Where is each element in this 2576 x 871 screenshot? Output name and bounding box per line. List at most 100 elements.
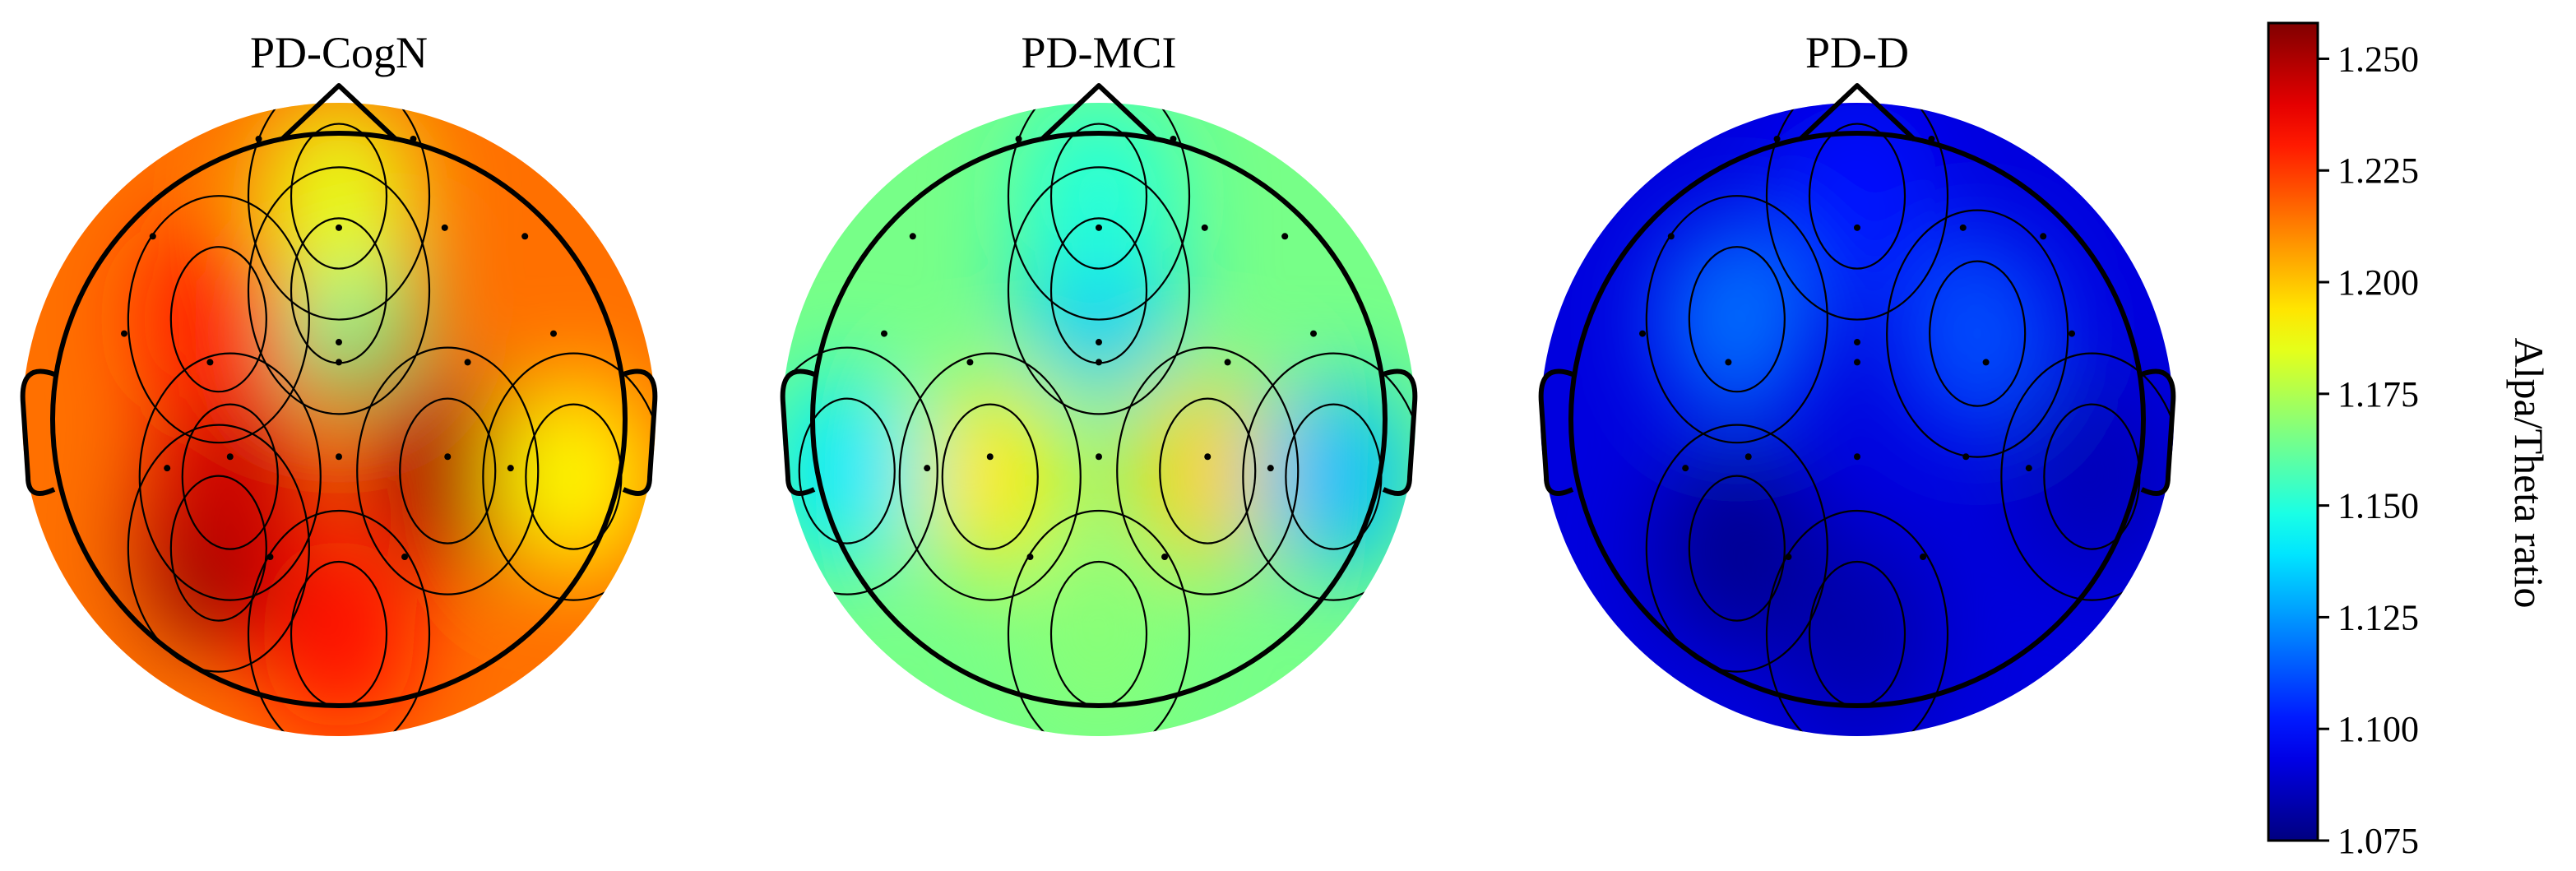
- contour-line: [1688, 475, 1786, 622]
- topomap-feature-occipital: [1779, 535, 1935, 733]
- contour-line: [1808, 123, 1907, 270]
- electrode-marker: [1920, 554, 1927, 561]
- contour-line: [782, 346, 938, 595]
- contour-line: [138, 352, 322, 601]
- topomap-pd-cogn: [20, 83, 658, 736]
- electrode-marker: [1785, 554, 1792, 561]
- topomap-feature-prefrontal-midline: [1779, 103, 1935, 295]
- contour-line: [1645, 424, 1828, 673]
- colorbar: Alpa/Theta ratio 1.075 1.100 1.125 1.150 1.1…: [2267, 21, 2552, 861]
- topomap-feature-posterior-left: [1658, 449, 1815, 647]
- contour-line: [2000, 352, 2174, 601]
- contour-line: [798, 397, 896, 544]
- head-outline: [1568, 131, 2146, 708]
- electrode-marker: [1639, 330, 1646, 337]
- topomap-pd-mci: [780, 83, 1418, 736]
- electrode-marker: [2069, 330, 2075, 337]
- panel-title-pd-cogn: PD-CogN: [250, 28, 428, 77]
- electrode-marker: [121, 330, 127, 337]
- panel-pd-mci: PD-MCI: [780, 28, 1418, 736]
- topomap-feature-temporal-right: [1255, 378, 1412, 576]
- electrode-marker: [1201, 224, 1208, 231]
- electrode-marker: [909, 233, 916, 240]
- topomap-feature-frontal-right: [1899, 234, 2056, 433]
- topomap-feature-frontal-left: [1658, 220, 1815, 419]
- electrode-marker: [1854, 359, 1860, 366]
- contour-line: [898, 352, 1082, 601]
- head-outline: [50, 131, 628, 708]
- colorbar-tick-label: 1.150: [2337, 486, 2419, 526]
- electrode-marker: [1170, 135, 1177, 142]
- ear-left-outline: [1538, 368, 1574, 496]
- electrode-marker: [1773, 135, 1781, 142]
- electrode-marker: [1854, 339, 1860, 346]
- topomap-feature-occipital: [1021, 535, 1177, 733]
- electrode-marker: [1744, 453, 1752, 461]
- electrode-marker: [401, 554, 409, 561]
- nose-outline: [1039, 83, 1159, 142]
- electrode-marker: [1026, 554, 1034, 561]
- electrode-marker: [2025, 465, 2032, 472]
- colorbar-tick-label: 1.125: [2337, 597, 2419, 637]
- topomap-feature-parietal-right: [369, 372, 526, 570]
- topomap-pd-d: [1538, 83, 2176, 736]
- electrode-marker: [1725, 359, 1732, 366]
- colorbar-tick-label: 1.250: [2337, 39, 2419, 79]
- electrode-marker: [336, 339, 342, 346]
- electrode-marker: [2040, 233, 2047, 240]
- contour-line: [1242, 352, 1415, 601]
- electrode-marker: [336, 224, 342, 231]
- electrode-marker: [464, 359, 471, 366]
- contour-line: [1645, 195, 1828, 444]
- contour-line: [1765, 509, 1949, 736]
- electrode-marker: [1854, 453, 1860, 461]
- contour-line: [290, 123, 388, 270]
- topomap-background: [782, 103, 1415, 736]
- colorbar-label: Alpa/Theta ratio: [2506, 337, 2552, 608]
- ear-right-outline: [622, 368, 658, 496]
- electrode-marker: [1982, 359, 1990, 366]
- electrode-marker: [550, 330, 557, 337]
- electrode-marker: [1096, 453, 1102, 461]
- contour-line: [127, 195, 310, 444]
- contour-line: [482, 352, 656, 601]
- electrode-marker: [1667, 233, 1675, 240]
- contour-line: [1886, 209, 2069, 458]
- colorbar-tick-label: 1.075: [2337, 821, 2419, 861]
- contour-line: [127, 424, 310, 673]
- topomap-feature-parietal-left: [911, 378, 1068, 576]
- electrode-marker: [266, 554, 274, 561]
- electrode-marker: [1267, 465, 1274, 472]
- ear-right-outline: [2140, 368, 2176, 496]
- electrode-marker: [1682, 465, 1689, 472]
- contour-line: [941, 403, 1039, 550]
- contour-line: [247, 103, 431, 321]
- electrode-marker: [1959, 224, 1967, 231]
- topomap-feature-temporal-left: [782, 372, 925, 570]
- topomap-feature-prefrontal-midline: [261, 103, 417, 295]
- electrode-marker: [1310, 330, 1317, 337]
- ear-left-outline: [20, 368, 56, 496]
- contour-line: [1765, 103, 1949, 321]
- contour-line: [1688, 246, 1786, 393]
- electrode-marker: [924, 465, 931, 472]
- head-outline: [810, 131, 1388, 708]
- electrode-marker: [521, 233, 529, 240]
- electrode-marker: [966, 359, 974, 366]
- contour-line: [169, 475, 267, 622]
- electrode-marker: [444, 453, 452, 461]
- ear-right-outline: [1382, 368, 1418, 496]
- electrode-marker: [881, 330, 887, 337]
- panel-pd-d: PD-D: [1538, 28, 2176, 736]
- electrode-marker: [1928, 135, 1935, 142]
- colorbar-tick-label: 1.100: [2337, 709, 2419, 749]
- electrode-marker: [986, 453, 994, 461]
- topomap-feature-prefrontal-midline: [1021, 103, 1177, 295]
- topomap-feature-temporal-right: [495, 378, 652, 576]
- nose-outline: [279, 83, 399, 142]
- electrode-marker: [1015, 135, 1022, 142]
- topomap-feature-occipital: [261, 535, 417, 733]
- contour-line: [1116, 346, 1300, 595]
- contour-line: [1007, 509, 1191, 736]
